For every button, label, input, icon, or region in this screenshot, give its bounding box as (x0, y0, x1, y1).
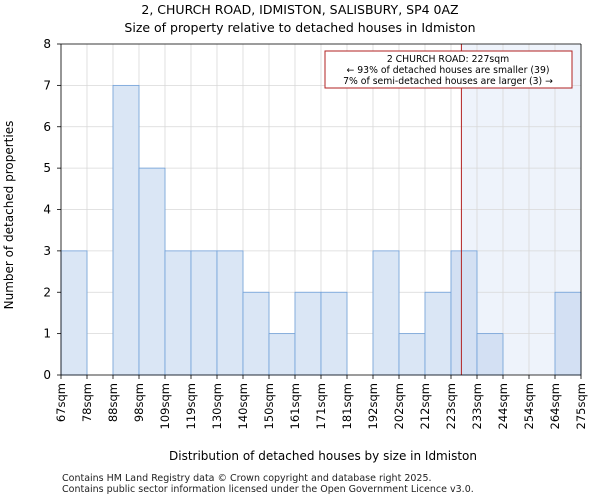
x-tick-label: 192sqm (366, 383, 380, 429)
annotation-line-3: 7% of semi-detached houses are larger (3… (343, 76, 553, 87)
y-tick-label: 2 (43, 285, 51, 299)
x-tick-label: 150sqm (262, 383, 276, 429)
x-tick-label: 140sqm (236, 383, 250, 429)
bar (476, 333, 504, 376)
x-tick-label: 212sqm (418, 383, 432, 429)
bar (112, 84, 140, 376)
bar (164, 250, 192, 376)
annotation-line-2: ← 93% of detached houses are smaller (39… (347, 65, 550, 76)
x-tick-label: 181sqm (340, 383, 354, 429)
x-tick-label: 171sqm (314, 383, 328, 429)
bar (268, 333, 296, 376)
footer-line-1: Contains HM Land Registry data © Crown c… (62, 473, 432, 484)
y-tick-label: 4 (43, 203, 51, 217)
x-tick-label: 264sqm (548, 383, 562, 429)
bar (216, 250, 244, 376)
x-tick-label: 223sqm (444, 383, 458, 429)
x-tick-label: 254sqm (522, 383, 536, 429)
bar (450, 250, 478, 376)
x-tick-label: 244sqm (496, 383, 510, 429)
bar (242, 291, 270, 376)
y-tick-label: 1 (43, 327, 51, 341)
bar (320, 291, 348, 376)
x-axis-label: Distribution of detached houses by size … (169, 449, 477, 463)
x-tick-label: 161sqm (288, 383, 302, 429)
x-tick-label: 119sqm (184, 383, 198, 429)
x-tick-label: 67sqm (54, 383, 68, 422)
bar (138, 167, 166, 376)
x-tick-label: 98sqm (132, 383, 146, 422)
annotation-line-1: 2 CHURCH ROAD: 227sqm (387, 54, 509, 65)
bar (372, 250, 400, 376)
x-tick-label: 202sqm (392, 383, 406, 429)
chart-title: 2, CHURCH ROAD, IDMISTON, SALISBURY, SP4… (141, 2, 458, 17)
x-tick-label: 88sqm (106, 383, 120, 422)
bar (554, 291, 582, 376)
bar (190, 250, 218, 376)
y-tick-label: 8 (43, 37, 51, 51)
x-tick-label: 275sqm (574, 383, 588, 429)
x-tick-label: 109sqm (158, 383, 172, 429)
y-tick-label: 0 (43, 368, 51, 382)
x-tick-label: 233sqm (470, 383, 484, 429)
y-axis-label: Number of detached properties (2, 121, 16, 310)
x-tick-label: 78sqm (80, 383, 94, 422)
x-tick-label: 130sqm (210, 383, 224, 429)
chart-subtitle: Size of property relative to detached ho… (124, 20, 475, 35)
annotation-box: 2 CHURCH ROAD: 227sqm ← 93% of detached … (324, 50, 573, 89)
bar (424, 291, 452, 376)
y-tick-label: 5 (43, 161, 51, 175)
bar (294, 291, 322, 376)
y-tick-label: 6 (43, 120, 51, 134)
bar (60, 250, 88, 376)
bar (398, 333, 426, 376)
footer-line-2: Contains public sector information licen… (62, 484, 474, 495)
y-tick-label: 3 (43, 244, 51, 258)
y-tick-label: 7 (43, 78, 51, 92)
